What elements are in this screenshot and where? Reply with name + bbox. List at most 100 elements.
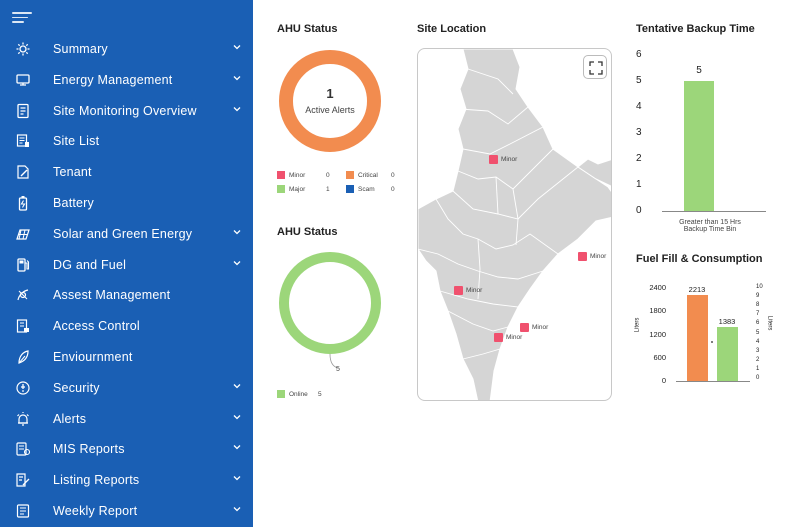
fullscreen-button[interactable] (583, 55, 607, 79)
legend-value-scam: 0 (391, 186, 395, 193)
battery-icon (15, 195, 31, 211)
sidebar-item-energy-management[interactable]: Energy Management (0, 66, 253, 94)
chevron-down-icon[interactable] (233, 43, 241, 51)
ahu-alerts-donut (279, 50, 381, 152)
chevron-down-icon[interactable] (233, 474, 241, 482)
sidebar: Summary Energy Management Site Monitoring … (0, 0, 253, 527)
fuel-y-axis-title-left: Liters (634, 317, 641, 333)
ahu-status-donut (279, 252, 381, 369)
backup-x-axis-line (662, 211, 766, 212)
fuel-consumption-bar[interactable] (717, 327, 738, 381)
fuel-title: Fuel Fill & Consumption (636, 253, 763, 265)
map-marker-pin[interactable] (494, 333, 503, 342)
sidebar-item-alerts[interactable]: Alerts (0, 405, 253, 433)
map-marker-pin[interactable] (454, 286, 463, 295)
fuel-y-right-tick: 5 (756, 329, 760, 336)
fuel-x-axis-line (676, 381, 750, 382)
sidebar-item-site-monitoring-overview[interactable]: Site Monitoring Overview (0, 97, 253, 125)
sidebar-item-battery[interactable]: Battery (0, 189, 253, 217)
fuel-fill-data-label: 2213 (688, 285, 706, 295)
backup-y-tick: 3 (636, 127, 642, 138)
sidebar-item-access-control[interactable]: Access Control (0, 312, 253, 340)
backup-bar-data-label: 5 (696, 65, 702, 76)
chevron-down-icon[interactable] (233, 105, 241, 113)
map-marker-pin[interactable] (578, 252, 587, 261)
map-marker-label: Minor (466, 287, 483, 294)
sidebar-item-label: MIS Reports (53, 442, 125, 457)
sidebar-item-label: Alerts (53, 411, 87, 426)
sidebar-item-enviournment[interactable]: Enviournment (0, 343, 253, 371)
sidebar-item-label: DG and Fuel (53, 257, 127, 272)
sidebar-item-label: Site Monitoring Overview (53, 103, 197, 118)
chevron-down-icon[interactable] (233, 74, 241, 82)
sidebar-item-label: Security (53, 380, 100, 395)
backup-y-tick: 1 (636, 179, 642, 190)
sidebar-item-label: Access Control (53, 319, 140, 334)
sidebar-item-label: Energy Management (53, 72, 173, 87)
chevron-down-icon[interactable] (233, 443, 241, 451)
legend-label-minor: Minor (289, 172, 306, 179)
fuel-y-right-tick: 9 (756, 293, 760, 300)
active-alerts-label: Active Alerts (305, 105, 355, 115)
edit-document-icon (15, 164, 31, 180)
chevron-down-icon[interactable] (233, 228, 241, 236)
chevron-down-icon[interactable] (233, 413, 241, 421)
fuel-y-right-tick: 10 (756, 284, 763, 290)
expand-icon (589, 61, 603, 75)
leaf-icon (15, 349, 31, 365)
sidebar-item-label: Listing Reports (53, 473, 140, 488)
map-marker-label: Minor (590, 253, 607, 260)
fuel-fill-bar[interactable] (687, 295, 708, 381)
legend-value-online: 5 (318, 391, 322, 398)
sidebar-item-listing-reports[interactable]: Listing Reports (0, 466, 253, 494)
sidebar-item-site-list[interactable]: Site List (0, 127, 253, 155)
chevron-down-icon[interactable] (233, 505, 241, 513)
menu-toggle-icon[interactable] (12, 12, 32, 24)
fuel-y-right-tick: 1 (756, 365, 760, 372)
backup-y-tick: 6 (636, 49, 642, 60)
ahu-alerts-title: AHU Status (277, 23, 338, 35)
legend-swatch-minor (277, 171, 285, 179)
sidebar-item-security[interactable]: Security (0, 374, 253, 402)
legend-value-minor: 0 (326, 172, 330, 179)
sidebar-item-label: Battery (53, 196, 94, 210)
sidebar-item-tenant[interactable]: Tenant (0, 158, 253, 186)
sidebar-item-weekly-report[interactable]: Weekly Report (0, 497, 253, 525)
legend-swatch-online (277, 390, 285, 398)
backup-y-tick: 5 (636, 75, 642, 86)
chevron-down-icon[interactable] (233, 259, 241, 267)
energy-monitor-icon (15, 72, 31, 88)
active-alerts-count: 1 (326, 86, 334, 101)
report-icon (15, 441, 31, 457)
legend-swatch-critical (346, 171, 354, 179)
backup-y-tick: 4 (636, 101, 642, 112)
sidebar-item-solar-and-green-energy[interactable]: Solar and Green Energy (0, 220, 253, 248)
access-icon (15, 318, 31, 334)
india-map-shape (418, 49, 611, 400)
document-icon (15, 103, 31, 119)
sidebar-item-assest-management[interactable]: Assest Management (0, 281, 253, 309)
fuel-y-tick: 2400 (649, 283, 666, 292)
legend-label-major: Major (289, 186, 306, 193)
map-marker-pin[interactable] (520, 323, 529, 332)
sidebar-item-label: Weekly Report (53, 504, 138, 518)
sidebar-item-dg-and-fuel[interactable]: DG and Fuel (0, 251, 253, 279)
site-location-map[interactable] (417, 48, 612, 401)
fuel-y-right-tick: 3 (756, 347, 760, 354)
sidebar-item-label: Assest Management (53, 288, 171, 303)
fuel-dot-marker (711, 341, 713, 343)
backup-bar[interactable] (684, 81, 714, 211)
map-marker-pin[interactable] (489, 155, 498, 164)
fuel-y-tick: 1800 (649, 306, 666, 316)
sidebar-item-summary[interactable]: Summary (0, 35, 253, 63)
sidebar-item-label: Enviournment (53, 350, 133, 364)
site-location-title: Site Location (417, 23, 487, 35)
chevron-down-icon[interactable] (233, 382, 241, 390)
calendar-report-icon (15, 503, 31, 519)
fuel-y-right-tick: 7 (756, 311, 760, 318)
fuel-y-tick: 1200 (649, 329, 666, 339)
sidebar-item-mis-reports[interactable]: MIS Reports (0, 435, 253, 463)
ahu-status-callout-value: 5 (336, 366, 340, 373)
ahu-status-title: AHU Status (277, 226, 338, 238)
fuel-consumption-data-label: 1383 (718, 317, 736, 327)
